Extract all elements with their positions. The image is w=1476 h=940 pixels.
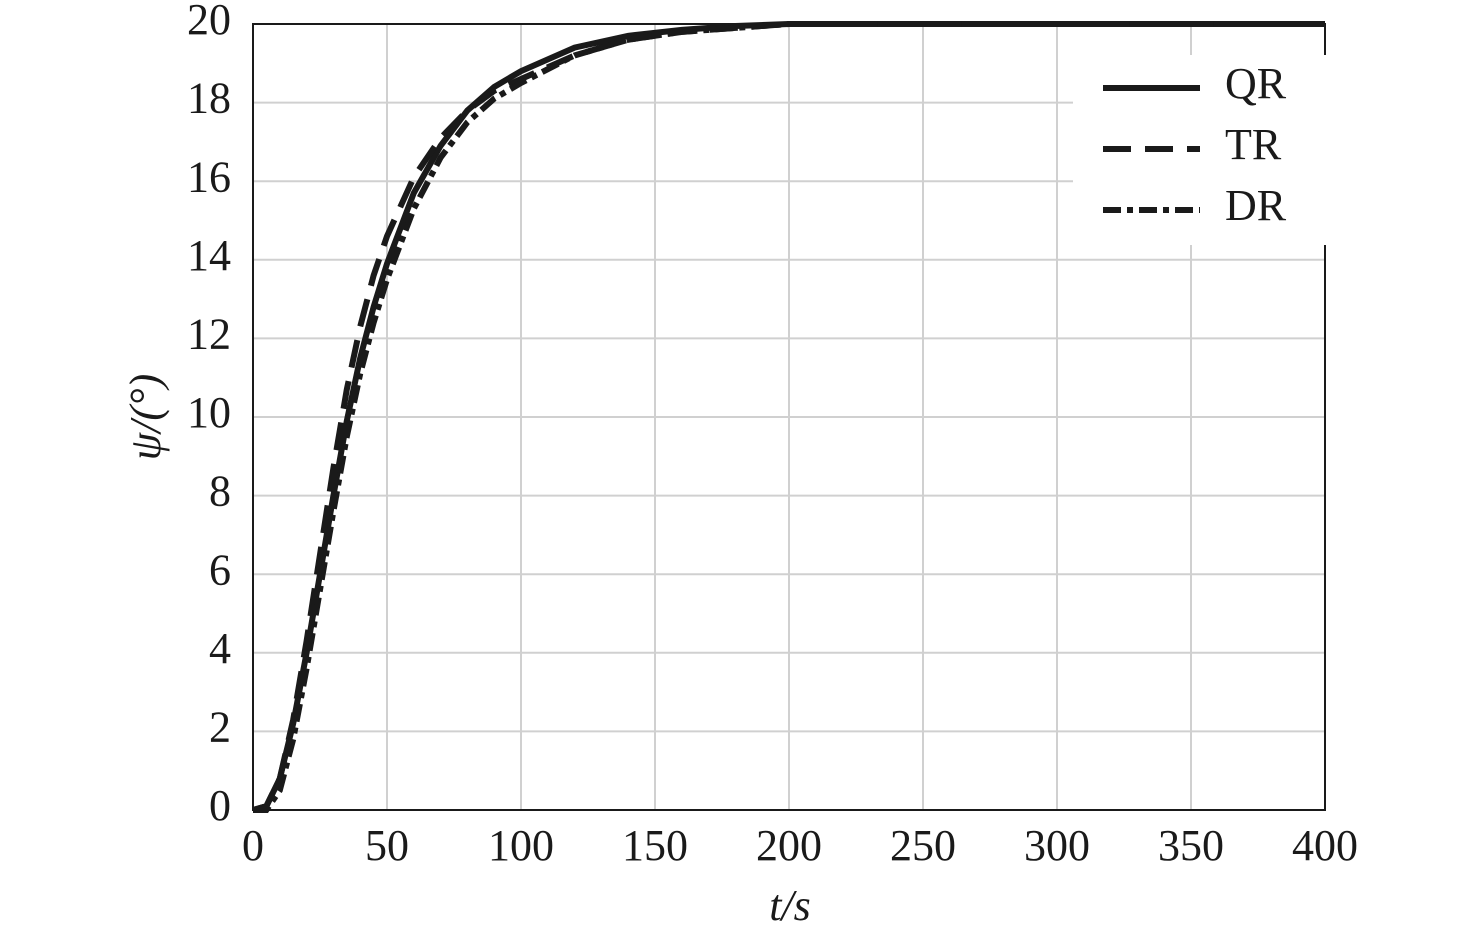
legend-label: TR [1225, 120, 1282, 169]
y-tick-label: 14 [187, 231, 231, 280]
x-tick-label: 100 [488, 821, 554, 870]
y-tick-label: 20 [187, 0, 231, 44]
legend-label: DR [1225, 181, 1287, 230]
data-line [252, 21, 1325, 813]
x-axis-label: t/s [769, 881, 811, 930]
y-tick-label: 2 [209, 702, 231, 751]
x-tick-label: 400 [1292, 821, 1358, 870]
y-tick-label: 0 [209, 781, 231, 830]
y-tick-label: 8 [209, 467, 231, 516]
y-tick-label: 10 [187, 388, 231, 437]
x-tick-label: 200 [756, 821, 822, 870]
x-tick-label: 300 [1024, 821, 1090, 870]
x-tick-label: 350 [1158, 821, 1224, 870]
x-tick-label: 250 [890, 821, 956, 870]
y-tick-label: 12 [187, 309, 231, 358]
y-tick-label: 16 [187, 152, 231, 201]
y-tick-label: 6 [209, 545, 231, 594]
data-line [253, 21, 1325, 813]
y-tick-label: 18 [187, 74, 231, 123]
y-axis-label: ψ/(°) [121, 374, 170, 460]
x-tick-label: 0 [242, 821, 264, 870]
legend-label: QR [1225, 59, 1287, 108]
x-tick-label: 150 [622, 821, 688, 870]
y-tick-label: 4 [209, 624, 231, 673]
x-tick-label: 50 [365, 821, 409, 870]
